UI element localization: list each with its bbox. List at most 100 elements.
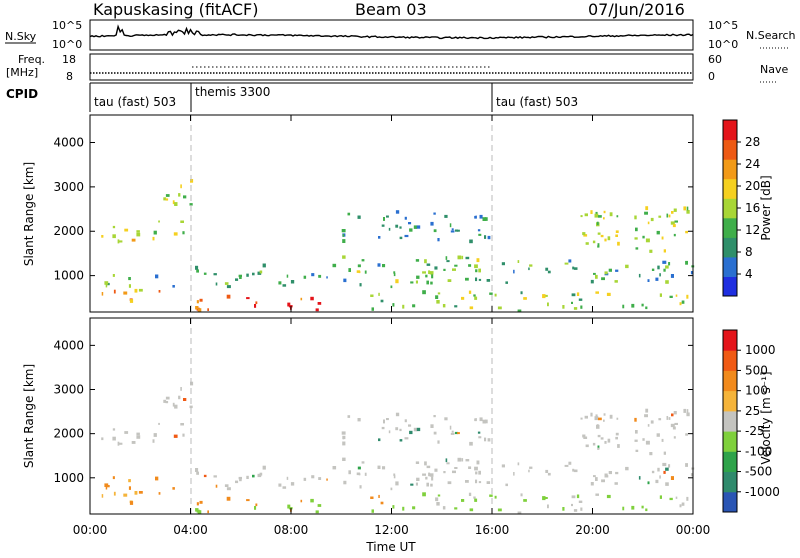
power-cell [513,269,515,274]
power-cell [659,293,662,297]
power-cell [545,267,549,271]
power-cell [447,279,452,282]
velocity-cell [478,481,482,484]
power-cell [416,275,420,279]
velocity-cell [128,479,131,483]
power-cell [286,274,289,278]
power-cell [523,297,527,300]
velocity-cell [659,495,662,499]
velocity-cell [457,457,462,462]
velocity-cell [473,496,476,499]
velocity-cell [388,430,391,434]
power-cell [582,232,586,236]
power-cell [583,234,588,237]
power-cell [469,239,473,244]
velocity-cell [681,502,685,506]
power-cell [380,299,384,303]
power-cell [638,273,641,278]
velocity-cell [489,494,493,497]
velocity-cell [444,417,448,421]
power-cell [674,220,678,223]
power-cell [415,259,420,262]
velocity-cell [501,464,505,468]
power-cell [152,236,155,241]
power-cell [573,307,578,310]
date-title: 07/Jun/2016 [588,0,685,19]
velocity-cell [429,473,434,477]
power-cell [402,304,405,309]
velocity-cell [412,506,416,510]
noise-panel-frame [89,19,694,51]
nsearch-label: N.Search [746,29,796,42]
velocity-cell [580,417,583,420]
velocity-cell [590,482,594,486]
power-cell [585,242,589,245]
velocity-cell [690,473,694,477]
power-cell [364,270,367,274]
velocity-cell [415,482,418,486]
velocity-cell [547,472,551,476]
velocity-cell [358,473,361,476]
power-cell [165,198,169,201]
velocity-ylabel: Slant Range [km] [22,364,36,468]
power-cell [670,221,675,225]
velocity-cell [410,483,414,486]
velocity-cell [520,493,523,497]
power-x-axis-ticks [89,115,694,312]
velocity-cell [426,482,429,487]
velocity-cell [402,506,405,511]
velocity-cell [674,422,678,425]
power-cell [118,240,123,243]
velocity-cell [645,408,649,413]
velocity-cell [597,445,600,449]
power-cell [615,234,618,237]
velocity-cell [494,495,497,499]
velocity-cell [604,473,608,477]
power-cell [399,236,403,240]
velocity-cell [343,480,347,485]
y-tick-label: 1000 [53,269,84,283]
colorbar-swatch [723,198,737,219]
power-cell [213,273,217,276]
velocity-cell [196,471,199,475]
velocity-cell [615,432,619,436]
velocity-cell [545,497,548,499]
power-cell [668,262,671,266]
velocity-cell [670,423,675,428]
velocity-cell [278,483,282,487]
velocity-cell [255,503,258,507]
power-cell [165,194,170,197]
velocity-cell [484,437,487,442]
power-cell [415,280,418,284]
colorbar-swatch [723,491,737,513]
power-cell [642,235,645,239]
power-cell [426,280,429,285]
velocity-cell [382,466,386,470]
freq-panel-frame [89,53,694,81]
power-cell [332,263,337,268]
power-cell [422,271,426,274]
power-cell [644,211,648,215]
velocity-cell [644,414,648,418]
x-tick-label: 20:00 [575,523,610,537]
velocity-cell [673,436,676,439]
power-cell [597,232,601,235]
power-cell [547,302,549,307]
power-cell [287,302,291,307]
velocity-cell [173,434,178,438]
velocity-cell [487,438,491,442]
noise-panel: N.Sky 10^5 10^0 10^5 10^0 N.Search [5,19,796,51]
colorbar-tick-label: 28 [745,135,760,149]
power-cell [670,274,674,278]
power-cell [195,306,199,310]
power-cell [657,265,660,270]
velocity-cell [123,493,128,497]
power-cell [465,277,469,281]
velocity-cell [647,424,650,427]
velocity-cell [568,461,572,465]
power-cell [318,274,322,278]
velocity-cell [180,387,182,391]
y-tick-label: 4000 [53,136,84,150]
velocity-cell [583,436,588,439]
x-axis-label: Time UT [365,540,416,554]
